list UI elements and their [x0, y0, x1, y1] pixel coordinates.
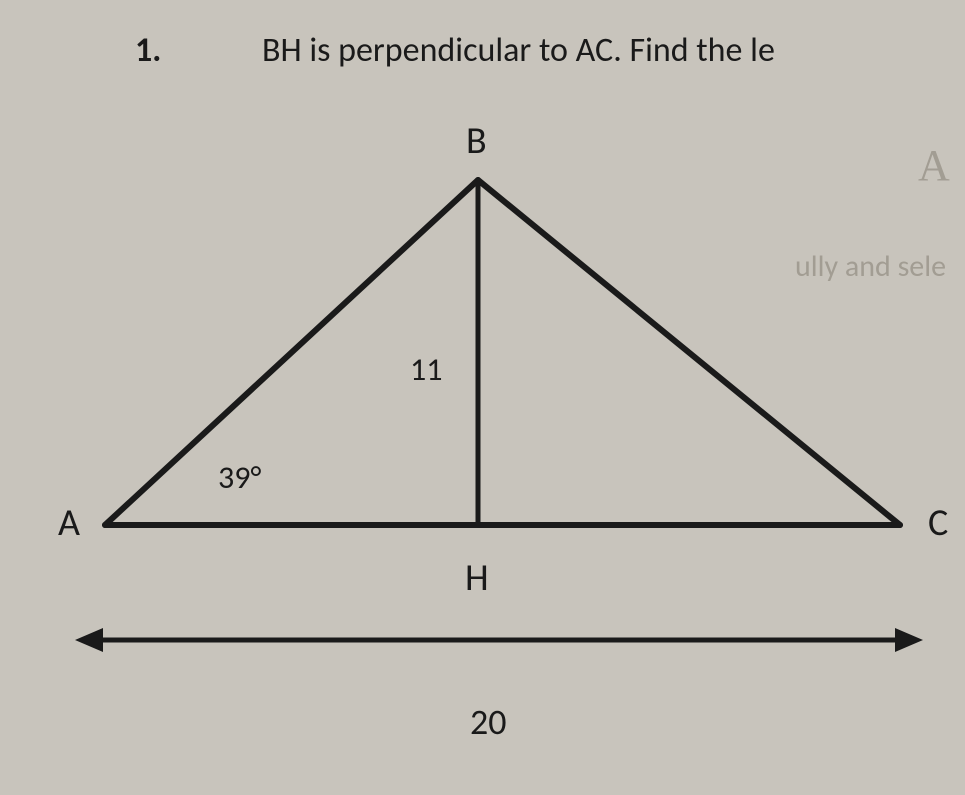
vertex-c-label: C [928, 500, 948, 546]
altitude-length-label: 11 [410, 350, 442, 389]
page: 1. BH is perpendicular to AC. Find the l… [0, 0, 965, 795]
vertex-b-label: B [466, 118, 487, 164]
angle-a-label: 39° [218, 458, 261, 497]
vertex-h-label: H [465, 555, 489, 601]
base-length-label: 20 [470, 700, 507, 744]
vertex-a-label: A [58, 500, 80, 546]
